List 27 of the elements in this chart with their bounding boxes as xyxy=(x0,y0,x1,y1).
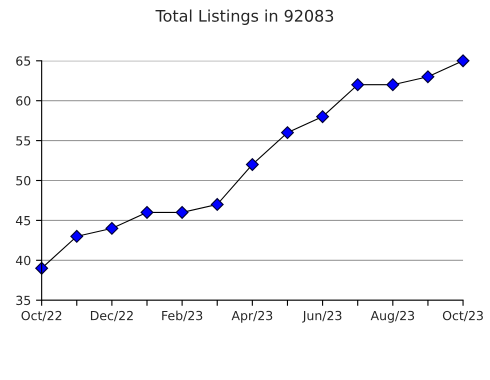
x-tick-label: Apr/23 xyxy=(232,310,272,323)
x-tick-label: Dec/22 xyxy=(90,310,133,322)
point xyxy=(456,54,470,68)
point xyxy=(176,206,189,219)
point xyxy=(351,78,364,92)
point xyxy=(105,222,118,235)
chart-title: Total Listings in 92083 xyxy=(156,10,334,25)
y-tick-label: 60 xyxy=(16,96,30,106)
point xyxy=(421,70,434,84)
point xyxy=(210,198,224,211)
y-tick-label: 55 xyxy=(16,136,30,146)
y-tick-label: 45 xyxy=(16,216,30,226)
point xyxy=(316,110,330,124)
point xyxy=(246,158,259,171)
y-tick-label: 50 xyxy=(16,176,30,186)
y-tick-label: 65 xyxy=(16,56,30,66)
point xyxy=(140,206,154,219)
x-tick-label: Oct/22 xyxy=(21,310,62,322)
point xyxy=(281,126,294,140)
y-tick-label: 40 xyxy=(16,256,30,266)
x-tick-label: Jun/23 xyxy=(302,310,342,323)
y-tick-label: 35 xyxy=(16,296,30,306)
x-tick-label: Oct/23 xyxy=(442,310,483,322)
x-tick-label: Aug/23 xyxy=(370,310,414,323)
x-tick-label: Feb/23 xyxy=(162,310,202,322)
point xyxy=(70,230,84,243)
point xyxy=(386,78,400,92)
